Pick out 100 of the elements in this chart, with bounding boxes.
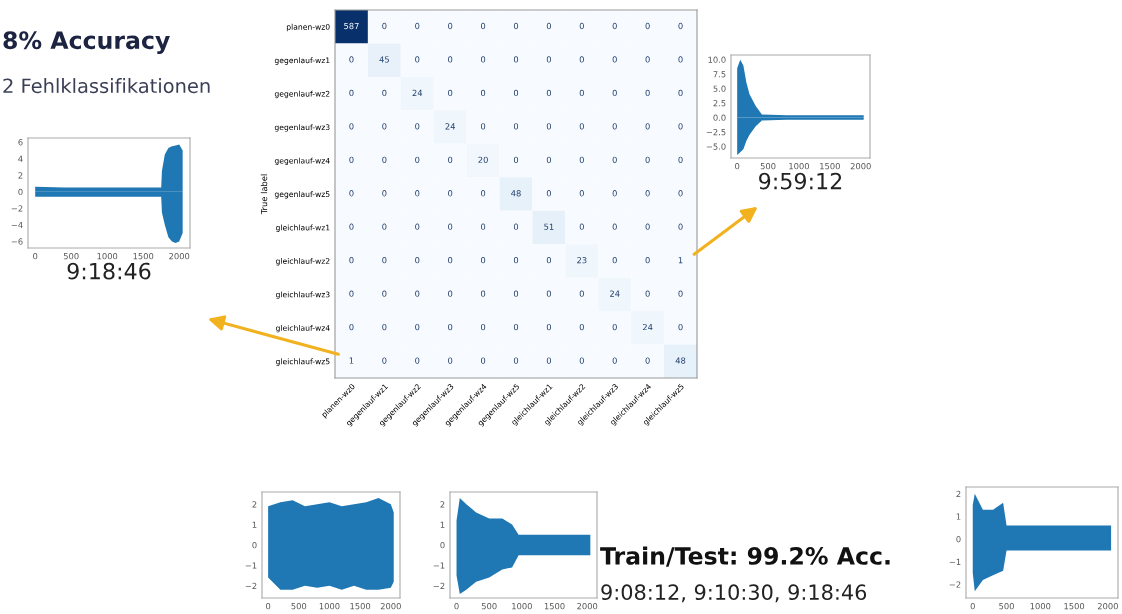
data-label: 0 (678, 56, 683, 63)
data-label: 0 (579, 190, 584, 197)
data-label: 0 (645, 22, 650, 30)
data-label: 0 (480, 290, 486, 297)
x-tick-label: 1500 (350, 603, 371, 610)
x-tick-label: 1500 (1064, 603, 1085, 610)
data-label: 0 (612, 22, 617, 30)
x-tick-label: 2000 (850, 163, 871, 170)
data-label: 0 (349, 223, 354, 230)
data-label: 0 (612, 223, 617, 230)
data-label: 23 (577, 257, 587, 264)
data-label: 0 (678, 89, 683, 97)
y-tick-label: 2 (956, 490, 961, 497)
x-axis-title: 9:18:46 (67, 262, 151, 280)
x-tick-label: 1500 (544, 603, 565, 610)
data-label: 48 (511, 190, 521, 197)
y-tick-label: 0.0 (713, 114, 726, 121)
x-tick-label: 1000 (512, 603, 532, 610)
data-label: 0 (612, 323, 617, 331)
data-label: 0 (546, 156, 552, 163)
y-tick-label: −5.0 (706, 143, 726, 150)
data-label: 0 (612, 123, 617, 130)
data-label: 0 (349, 123, 354, 130)
data-label: 0 (415, 290, 420, 297)
data-label: 0 (415, 22, 420, 30)
text: 9:08:12, 9:10:30, 9:18:46 (601, 584, 867, 603)
data-label: 0 (579, 156, 584, 163)
data-label: 24 (610, 290, 620, 297)
data-label: 0 (612, 89, 617, 97)
data-label: 0 (448, 156, 453, 163)
y-tick-label: 2.5 (713, 100, 726, 107)
data-label: 0 (480, 357, 486, 364)
data-label: 0 (612, 56, 617, 63)
data-label: 1 (349, 357, 354, 364)
data-label: 0 (415, 123, 420, 130)
x-tick-label: 1000 (789, 163, 810, 170)
data-label: 0 (579, 123, 584, 130)
data-label: 0 (513, 89, 519, 97)
data-label: 0 (513, 290, 519, 297)
x-tick-label: 1500 (133, 253, 154, 260)
data-label: 0 (546, 22, 552, 30)
data-label: 0 (546, 123, 552, 130)
data-label: 0 (612, 190, 617, 197)
data-label: 0 (513, 123, 519, 130)
x-tick-label: 500 (760, 163, 776, 170)
data-label: 0 (480, 123, 486, 130)
data-label: 0 (382, 357, 387, 364)
x-tick-label: 1000 (1030, 603, 1051, 610)
x-tick-label: 2000 (1097, 603, 1118, 610)
x-tick-label: 0 (33, 253, 38, 260)
y-tick-label: −1 (949, 558, 961, 565)
x-tick-label: 500 (291, 603, 307, 610)
x-tick-label: 2000 (577, 603, 598, 610)
y-tick-label: 0 (956, 536, 961, 543)
x-tick-label: 0 (735, 163, 740, 170)
data-label: 0 (382, 89, 387, 97)
y-tick-label: −1 (433, 562, 445, 569)
x-axis-title: 9:59:12 (759, 172, 842, 190)
text: Train/Test: 99.2% Acc. (600, 546, 890, 567)
data-label: 24 (412, 89, 423, 96)
data-label: 0 (513, 323, 519, 331)
data-label: 0 (678, 156, 683, 163)
data-label: 0 (480, 56, 486, 63)
data-label: 587 (344, 22, 359, 30)
data-label: 0 (546, 56, 552, 63)
y-tick-label: −4 (11, 221, 23, 229)
y-tick-label: 1 (440, 521, 445, 528)
y-tick-label: 1 (252, 521, 257, 528)
data-label: 0 (415, 190, 420, 197)
data-label: 0 (349, 89, 354, 97)
data-label: 0 (513, 223, 519, 230)
y-tick-label: −6 (11, 238, 23, 245)
data-label: 0 (349, 56, 354, 63)
data-label: 0 (415, 223, 420, 230)
y-tick-label: 7.5 (713, 71, 726, 78)
y-tick-label: −2 (433, 582, 445, 589)
data-label: 0 (382, 290, 387, 297)
data-label: 0 (349, 323, 354, 331)
y-tick-label: 2 (18, 172, 23, 179)
data-label: 0 (480, 190, 486, 197)
data-label: 0 (349, 290, 354, 297)
x-tick-label: 1000 (319, 603, 340, 610)
x-tick-label: 500 (999, 603, 1014, 610)
data-label: 0 (415, 156, 420, 163)
data-label: 24 (642, 323, 653, 331)
data-label: 0 (546, 290, 552, 297)
y-tick-label: −2 (245, 582, 257, 589)
data-label: 0 (382, 123, 387, 130)
data-label: 0 (415, 56, 420, 63)
data-label: 0 (448, 223, 453, 230)
data-label: 0 (678, 323, 683, 331)
data-label: 51 (544, 223, 554, 230)
data-label: 0 (513, 156, 519, 163)
y-tick-label: 0 (18, 188, 23, 196)
data-label: 0 (480, 223, 486, 230)
y-tick-label: 0 (440, 541, 445, 549)
data-label: 0 (645, 223, 650, 230)
data-label: 0 (645, 190, 650, 197)
data-label: 0 (382, 22, 387, 30)
data-label: 0 (448, 89, 453, 97)
